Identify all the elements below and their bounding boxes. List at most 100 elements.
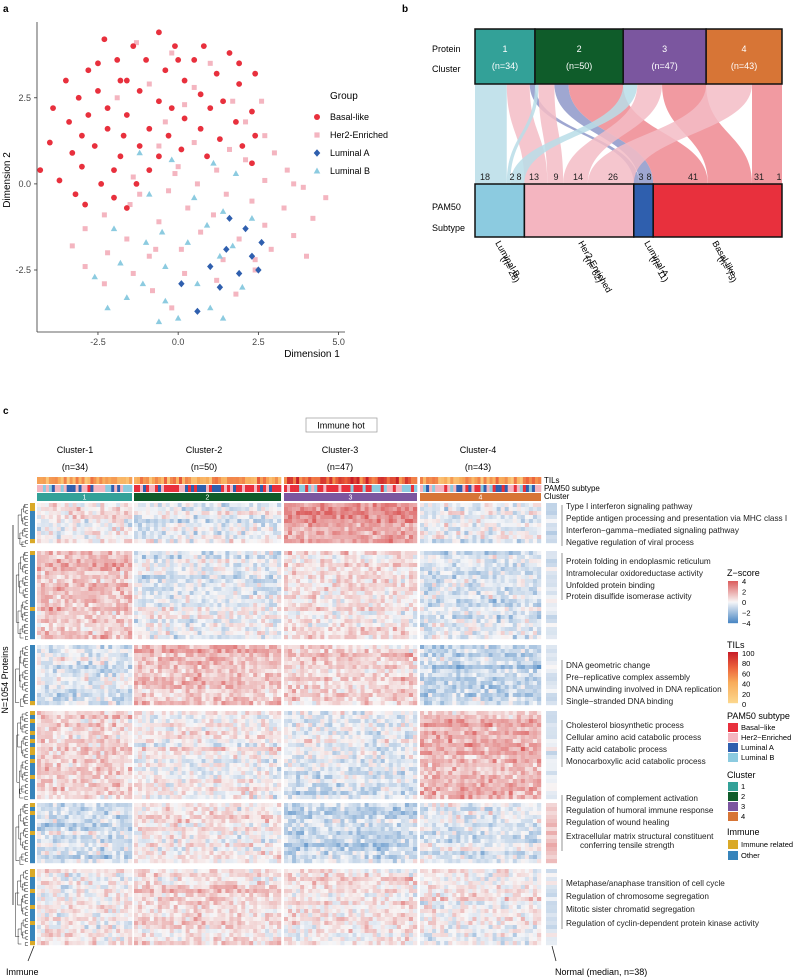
c-heat-cell [277,575,282,580]
a-point-basal-like [143,56,149,63]
c-heat-cell [496,511,501,516]
c-heat-cell [404,503,410,508]
c-heat-cell [104,583,109,588]
c-heat-cell [237,531,242,536]
c-heat-cell [124,653,129,658]
c-heat-cell [288,571,293,576]
a-point-her2-enriched [114,95,120,101]
c-heat-cell [488,599,493,604]
c-heat-cell [116,567,121,572]
c-heat-cell [396,571,402,576]
c-heat-cell [408,579,414,584]
c-heat-cell [464,623,469,628]
c-heat-cell [424,619,429,624]
c-heat-cell [44,583,50,588]
c-heat-cell [348,559,353,564]
c-heat-cell [249,567,254,572]
c-heat-cell [169,571,174,576]
c-heat-cell [153,583,159,588]
c-heat-cell [100,623,105,628]
c-heat-cell [396,587,402,592]
c-heat-cell [324,535,329,540]
c-heat-cell [472,519,477,524]
c-heat-cell [257,507,262,512]
c-heat-cell [384,635,389,640]
c-heat-cell [149,607,155,612]
c-heat-cell [64,555,69,560]
c-heat-cell [380,627,385,632]
c-heat-cell [233,631,238,636]
c-heat-cell [253,603,258,608]
c-heat-cell [237,611,242,616]
c-heat-cell [444,615,449,620]
c-heat-cell [364,531,369,536]
c-heat-cell [520,583,526,588]
c-heat-cell [201,603,206,608]
c-heat-cell [452,551,457,556]
c-heat-cell [84,611,89,616]
c-heat-cell [348,591,353,596]
c-heat-cell [440,591,445,596]
c-heat-cell [277,623,282,628]
c-heat-cell [392,619,398,624]
c-heat-cell [524,595,530,600]
c-heat-cell [344,527,349,532]
c-heat-cell [532,515,538,520]
c-heat-cell [88,539,93,544]
c-heat-cell [181,631,186,636]
c-heat-cell [300,563,305,568]
c-heat-cell [352,519,357,524]
c-heat-cell [124,587,129,592]
c-heat-cell [432,583,437,588]
c-heat-cell [233,535,238,540]
c-heat-cell [265,611,270,616]
c-heat-cell [124,595,129,600]
c-pam50-cell [152,485,156,492]
c-heat-cell [408,515,414,520]
c-heat-cell [420,607,425,612]
c-tils-cell [227,477,231,484]
c-heat-cell [288,507,293,512]
a-point-luminal-b [91,273,98,280]
c-tils-cell [179,477,183,484]
c-heat-cell [128,563,133,568]
c-heat-cell [364,623,369,628]
c-heat-cell [408,627,414,632]
c-heat-cell [368,555,373,560]
c-heat-cell [468,563,473,568]
c-heat-cell [56,685,61,690]
c-heat-cell [233,539,238,544]
c-heat-cell [173,631,178,636]
c-heat-cell [464,511,469,516]
c-heat-cell [60,563,65,568]
c-heat-cell [104,661,109,666]
c-pam50-cell [161,485,165,492]
c-heat-cell [261,631,266,636]
c-heat-cell [384,539,389,544]
c-heat-cell [496,611,501,616]
c-heat-cell [528,571,534,576]
c-pam50-cell [432,485,436,492]
c-heat-cell [456,519,461,524]
c-heat-cell [460,631,465,636]
c-heat-cell [134,531,139,536]
c-heat-cell [84,503,89,508]
c-heat-cell [488,591,493,596]
c-heat-cell [360,611,365,616]
c-heat-cell [404,551,410,556]
c-heat-cell [261,591,266,596]
c-heat-cell [229,535,234,540]
c-heat-cell [177,599,182,604]
c-heat-cell [508,579,513,584]
c-heat-cell [384,563,389,568]
c-heat-cell [197,579,202,584]
c-heat-cell [504,559,509,564]
c-heat-cell [424,559,429,564]
c-heat-cell [436,615,441,620]
c-heat-cell [284,579,289,584]
c-heat-cell [380,527,385,532]
c-heat-cell [392,559,398,564]
c-heat-cell [185,619,190,624]
c-heat-cell [432,555,437,560]
c-heat-cell [312,507,317,512]
